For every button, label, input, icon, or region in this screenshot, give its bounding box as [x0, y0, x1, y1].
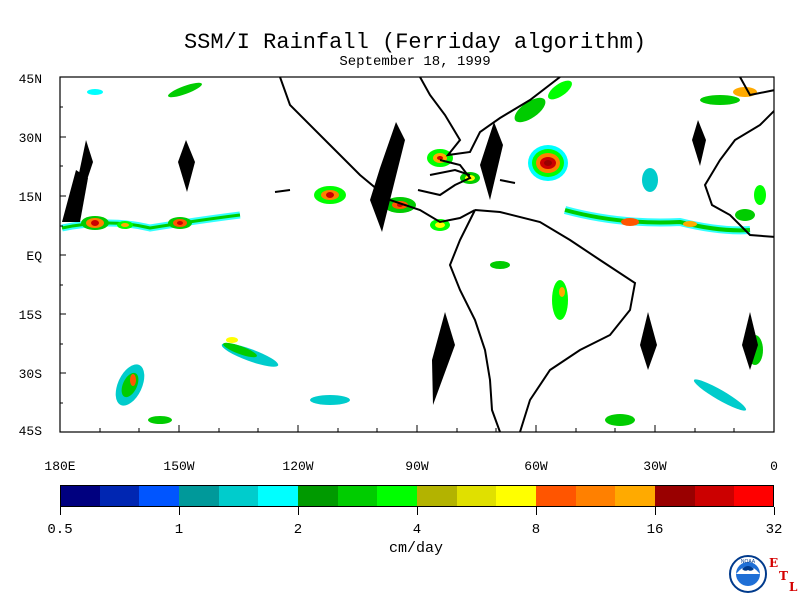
atlantic-hurricane	[528, 145, 568, 181]
north-scatter-rain	[87, 82, 766, 205]
colorbar-tick-label: 16	[646, 522, 664, 538]
colorbar-unit-label: cm/day	[388, 540, 444, 557]
colorbar-swatch	[139, 485, 180, 507]
colorbar-tick	[774, 507, 775, 515]
map-date: September 18, 1999	[339, 54, 491, 70]
longitude-labels: 180E 150W 120W 90W 60W 30W 0	[44, 459, 778, 474]
lat-label: EQ	[26, 249, 42, 264]
colorbar-swatch	[179, 485, 220, 507]
map-title: SSM/I Rainfall (Ferriday algorithm)	[183, 30, 647, 55]
colorbar-swatch	[734, 485, 775, 507]
colorbar-tick-label: 2	[293, 522, 303, 538]
noaa-logo-text: NOAA	[741, 559, 756, 565]
lon-label: 30W	[643, 459, 667, 474]
lat-label: 45S	[19, 424, 43, 439]
colorbar-swatch	[60, 485, 101, 507]
lon-label: 150W	[163, 459, 194, 474]
coastlines	[274, 77, 774, 432]
colorbar-swatch	[456, 485, 497, 507]
colorbar-swatch	[575, 485, 616, 507]
colorbar-swatch	[655, 485, 696, 507]
colorbar-swatch	[99, 485, 140, 507]
plot-frame	[59, 76, 775, 433]
colorbar-tick-label: 32	[765, 522, 783, 538]
colorbar-tick	[655, 507, 656, 515]
itcz-atlantic-band	[563, 206, 755, 235]
colorbar-tick-label: 8	[531, 522, 541, 538]
noaa-logo: NOAA	[729, 555, 767, 593]
lat-label: 30S	[19, 367, 43, 382]
colorbar-swatch	[337, 485, 378, 507]
colorbar-swatch	[417, 485, 458, 507]
axis-ticks	[60, 106, 735, 432]
lat-label: 45N	[19, 72, 42, 87]
etl-letter-t: T	[779, 569, 788, 583]
colorbar-swatch	[536, 485, 577, 507]
rainfall-field	[61, 80, 766, 426]
lon-label: 0	[770, 459, 778, 474]
colorbar-tick-label: 0.5	[47, 522, 73, 538]
lat-label: 15S	[19, 308, 43, 323]
latitude-labels: 45N 30N 15N EQ 15S 30S 45S	[19, 72, 43, 439]
colorbar-swatch	[615, 485, 656, 507]
colorbar-swatch	[298, 485, 339, 507]
colorbar-tick	[298, 507, 299, 515]
lon-label: 180E	[44, 459, 75, 474]
lat-label: 15N	[19, 190, 42, 205]
itcz-pacific-band	[61, 211, 241, 232]
colorbar-tick	[179, 507, 180, 515]
lon-label: 120W	[282, 459, 313, 474]
colorbar-swatch	[218, 485, 259, 507]
colorbar-swatch	[377, 485, 418, 507]
lon-label: 90W	[405, 459, 429, 474]
colorbar-tick-label: 1	[174, 522, 184, 538]
colorbar-tick	[536, 507, 537, 515]
lat-label: 30N	[19, 131, 42, 146]
colorbar-tick-label: 4	[412, 522, 422, 538]
colorbar-swatch	[258, 485, 299, 507]
swath-gaps	[62, 120, 758, 405]
lon-label: 60W	[524, 459, 548, 474]
south-scatter-rain	[115, 261, 763, 426]
colorbar-swatch	[496, 485, 537, 507]
etl-letter-l: L	[789, 580, 798, 594]
colorbar-tick	[417, 507, 418, 515]
etl-letter-e: E	[769, 556, 779, 570]
colorbar-frame	[60, 485, 774, 507]
colorbar-swatch	[694, 485, 735, 507]
colorbar-tick	[60, 507, 61, 515]
